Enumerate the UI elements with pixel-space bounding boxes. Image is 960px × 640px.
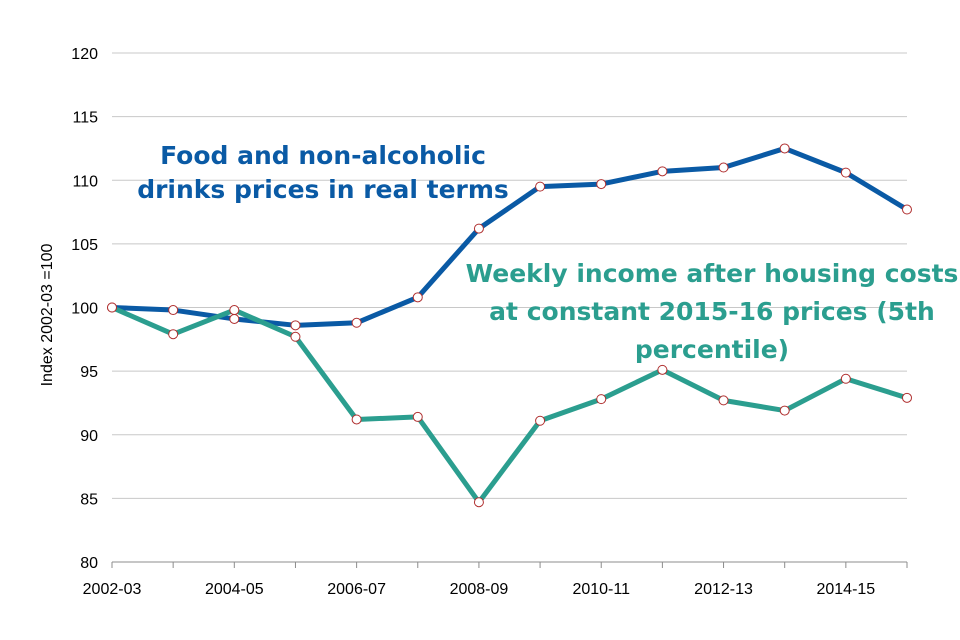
income-data-point [412,411,423,422]
food-data-point [290,320,301,331]
income-data-point [718,395,729,406]
y-tick-label: 100 [71,301,98,318]
y-axis-ticks: 80 85 90 95 100 105 110 115 120 [71,46,98,572]
food-data-point [412,292,423,303]
food-series-line [109,145,910,328]
income-data-point [290,331,301,342]
food-data-point [229,313,240,324]
income-data-point [107,302,117,313]
income-annotation-line: at constant 2015-16 prices (5th [489,297,935,326]
income-data-point [535,415,546,426]
y-tick-label: 120 [71,46,98,63]
income-data-point [229,305,240,316]
income-data-point [779,405,790,416]
income-data-point [902,392,912,403]
food-annotation-line: drinks prices in real terms [137,175,509,204]
food-data-point [718,162,729,173]
income-data-point [351,414,362,425]
gridlines [112,52,907,563]
income-data-point [473,497,484,508]
food-data-point [596,179,607,190]
food-data-point [779,143,790,154]
food-data-point [840,167,851,178]
food-data-point [473,223,484,234]
income-annotation-line: percentile) [635,335,789,364]
income-data-point [596,394,607,405]
y-tick-label: 105 [71,237,98,254]
y-tick-label: 85 [80,491,98,508]
income-annotation-line: Weekly income after housing costs [466,259,959,288]
food-data-point [168,305,179,316]
series-lines [109,145,910,505]
y-tick-label: 80 [80,555,98,572]
income-data-point [168,329,179,340]
y-tick-label: 115 [72,110,98,127]
x-tick-label: 2014-15 [816,581,875,598]
food-data-point [351,317,362,328]
income-data-point [657,364,668,375]
y-tick-label: 95 [80,364,98,381]
x-tick-label: 2006-07 [327,581,386,598]
income-series-line [109,305,910,505]
x-tick-label: 2008-09 [450,581,509,598]
y-axis-label: Index 2002-03 =100 [39,244,56,387]
x-axis-ticks: 2002-03 2004-05 2006-07 2008-09 2010-11 2012-… [83,562,908,598]
x-tick-label: 2004-05 [205,581,264,598]
series-markers [107,143,912,508]
x-tick-label: 2012-13 [694,581,753,598]
annotations: Food and non-alcoholic drinks prices in r… [137,141,958,364]
y-tick-label: 110 [72,173,98,190]
x-tick-label: 2010-11 [572,581,630,598]
food-data-point [535,181,546,192]
food-data-point [902,204,912,215]
income-data-point [840,373,851,384]
food-data-point [657,166,668,177]
food-annotation-line: Food and non-alcoholic [160,141,486,170]
y-tick-label: 90 [80,428,98,445]
x-tick-label: 2002-03 [83,581,142,598]
